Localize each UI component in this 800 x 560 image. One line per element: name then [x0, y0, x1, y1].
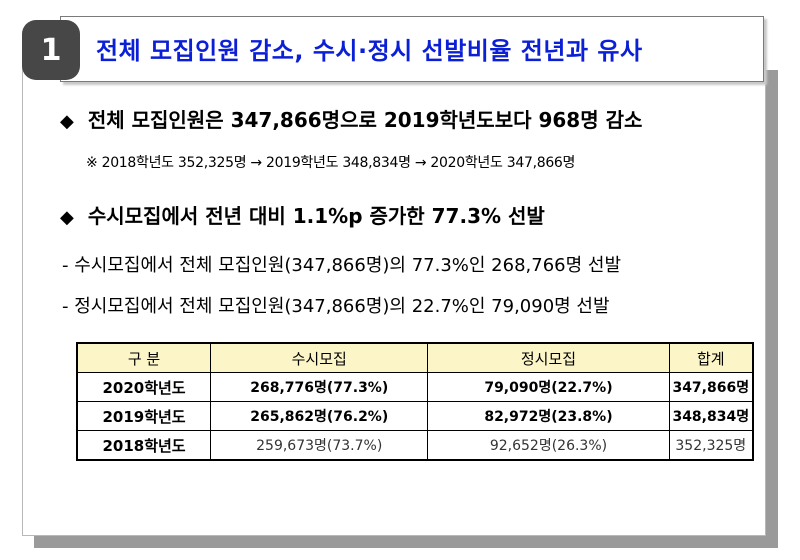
header-jeongsi: 정시모집 [427, 342, 670, 373]
row-year: 2019학년도 [76, 401, 212, 431]
cell-jeongsi: 82,972명(23.8%) [427, 401, 670, 431]
table-row: 2019학년도 265,862명(76.2%) 82,972명(23.8%) 3… [76, 401, 754, 431]
table-row: 2020학년도 268,776명(77.3%) 79,090명(22.7%) 3… [76, 372, 754, 402]
cell-susi: 259,673명(73.7%) [210, 430, 429, 461]
header-total: 합계 [668, 342, 754, 373]
diamond-bullet-icon: ◆ [60, 111, 74, 132]
table-header-row: 구 분 수시모집 정시모집 합계 [76, 342, 754, 373]
bullet-text: 전체 모집인원은 347,866명으로 2019학년도보다 968명 감소 [87, 108, 643, 132]
cell-jeongsi: 92,652명(26.3%) [427, 430, 670, 461]
row-year: 2020학년도 [76, 372, 212, 402]
title-box [60, 16, 764, 82]
cell-jeongsi: 79,090명(22.7%) [427, 372, 670, 402]
section-number-badge: 1 [22, 20, 80, 80]
cell-total: 352,325명 [668, 430, 754, 461]
table-row: 2018학년도 259,673명(73.7%) 92,652명(26.3%) 3… [76, 430, 754, 461]
diamond-bullet-icon: ◆ [60, 207, 74, 228]
cell-susi: 265,862명(76.2%) [210, 401, 429, 431]
header-susi: 수시모집 [210, 342, 429, 373]
recruitment-table: 구 분 수시모집 정시모집 합계 2020학년도 268,776명(77.3%)… [76, 342, 754, 461]
cell-total: 348,834명 [668, 401, 754, 431]
detail-line-susi: - 수시모집에서 전체 모집인원(347,866명)의 77.3%인 268,7… [62, 255, 621, 276]
detail-line-jeongsi: - 정시모집에서 전체 모집인원(347,866명)의 22.7%인 79,09… [62, 296, 610, 317]
bullet-text: 수시모집에서 전년 대비 1.1%p 증가한 77.3% 선발 [87, 204, 545, 228]
yearly-note: ※ 2018학년도 352,325명 → 2019학년도 348,834명 → … [86, 155, 576, 171]
bullet-total-recruitment: ◆ 전체 모집인원은 347,866명으로 2019학년도보다 968명 감소 [60, 104, 642, 133]
section-title: 전체 모집인원 감소, 수시·정시 선발비율 전년과 유사 [96, 37, 643, 65]
header-category: 구 분 [76, 342, 212, 373]
row-year: 2018학년도 [76, 430, 212, 461]
cell-susi: 268,776명(77.3%) [210, 372, 429, 402]
bullet-susi-ratio: ◆ 수시모집에서 전년 대비 1.1%p 증가한 77.3% 선발 [60, 200, 545, 229]
cell-total: 347,866명 [668, 372, 754, 402]
